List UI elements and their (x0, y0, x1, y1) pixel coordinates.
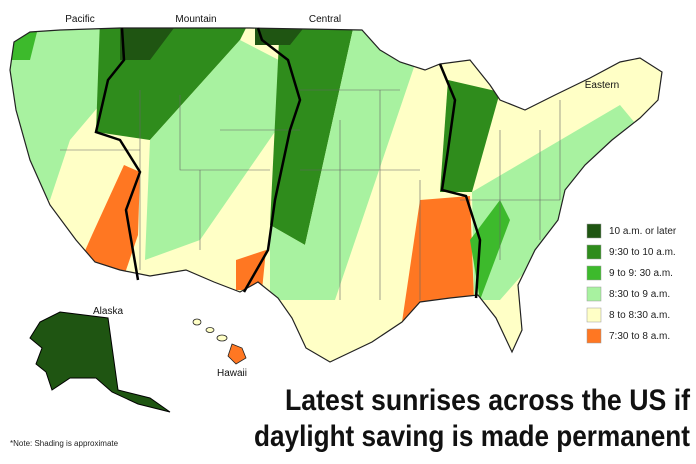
island (192, 318, 202, 326)
zone-label: Eastern (585, 80, 619, 91)
legend-label: 10 a.m. or later (609, 226, 677, 237)
island (216, 334, 228, 342)
alaska-shape (29, 311, 171, 413)
region-label: Alaska (93, 306, 123, 317)
zone-label: Pacific (65, 14, 94, 25)
legend-swatch (586, 328, 602, 344)
note: *Note: Shading is approximate (10, 439, 119, 448)
alaska (29, 311, 171, 413)
legend-swatch (586, 307, 602, 323)
island (227, 343, 247, 365)
legend-swatch (586, 244, 602, 260)
title-line: Latest sunrises across the US if (285, 384, 691, 417)
legend-label: 7:30 to 8 a.m. (609, 331, 670, 342)
hawaii (192, 318, 247, 365)
island (205, 327, 215, 333)
boundary (242, 27, 302, 293)
legend-swatch (586, 265, 602, 281)
zone-shade (236, 250, 266, 290)
zone-shade (145, 40, 298, 260)
region-label: Hawaii (217, 368, 247, 379)
legend-label: 9:30 to 10 a.m. (609, 247, 676, 258)
legend-label: 8 to 8:30 a.m. (609, 310, 670, 321)
legend-swatch (586, 286, 602, 302)
zone-shade (120, 28, 180, 60)
legend-swatch (586, 223, 602, 239)
boundary (438, 63, 482, 299)
legend-label: 8:30 to 9 a.m. (609, 289, 670, 300)
boundary (94, 27, 142, 281)
state-lines (60, 89, 561, 300)
zone-shade (255, 28, 310, 45)
legend-label: 9 to 9: 30 a.m. (609, 268, 673, 279)
zone-label: Central (309, 14, 341, 25)
zone-shade (80, 165, 140, 282)
us-outline (9, 27, 663, 363)
title-line: daylight saving is made permanent (254, 420, 690, 453)
legend: 10 a.m. or later 9:30 to 10 a.m. 9 to 9: 3… (586, 223, 677, 344)
zone-shade (270, 28, 355, 245)
zone-label: Mountain (175, 14, 216, 25)
zone-boundaries (94, 27, 482, 299)
